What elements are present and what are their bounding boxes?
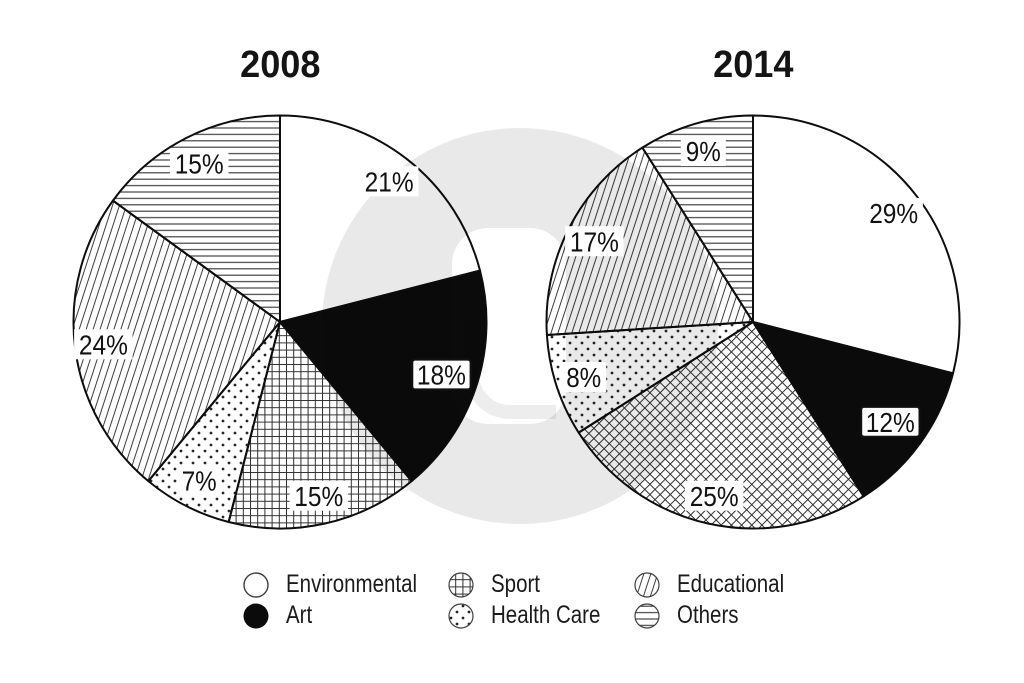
pie-slice-art	[279, 269, 488, 483]
pie-slice-environmental	[752, 114, 961, 375]
legend-swatch-educational-icon	[634, 571, 660, 598]
legend-swatch-art-icon	[243, 603, 269, 628]
legend-swatch-sport-icon	[448, 571, 474, 598]
pie-chart-2014	[545, 114, 961, 530]
pie-slice-sport	[577, 321, 865, 530]
legend-label-educational: Educational	[677, 570, 785, 598]
legend-label-health-care: Health Care	[491, 601, 601, 629]
legend-item-health-care: Health Care	[448, 601, 634, 630]
pie-title-2014-text: 2014	[712, 44, 794, 86]
pie-slice-health-care	[545, 321, 754, 434]
legend-swatch-environmental-icon	[243, 571, 269, 598]
pie-slice-others	[111, 114, 281, 323]
legend-item-sport: Sport	[448, 570, 634, 599]
legend-label-sport: Sport	[491, 570, 541, 598]
legend: Environmental Art Sport Health Care Educ…	[243, 569, 808, 631]
legend-item-others: Others	[634, 601, 808, 630]
legend-label-art: Art	[286, 601, 313, 629]
legend-label-environmental: Environmental	[286, 570, 418, 598]
pie-slice-others	[641, 114, 754, 323]
legend-item-environmental: Environmental	[243, 570, 448, 599]
pie-slice-art	[752, 321, 955, 498]
legend-item-art: Art	[243, 601, 448, 630]
legend-swatch-health-care-icon	[448, 602, 474, 629]
pie-title-2008-text: 2008	[239, 44, 321, 86]
legend-swatch-others-icon	[634, 602, 660, 629]
pie-slice-environmental	[279, 114, 482, 323]
pie-chart-2008	[72, 114, 488, 530]
pie-title-2014: 2014	[543, 44, 963, 86]
legend-item-educational: Educational	[634, 570, 808, 599]
legend-label-others: Others	[677, 601, 739, 629]
pie-slice-sport	[227, 321, 413, 530]
pie-title-2008: 2008	[70, 44, 490, 86]
